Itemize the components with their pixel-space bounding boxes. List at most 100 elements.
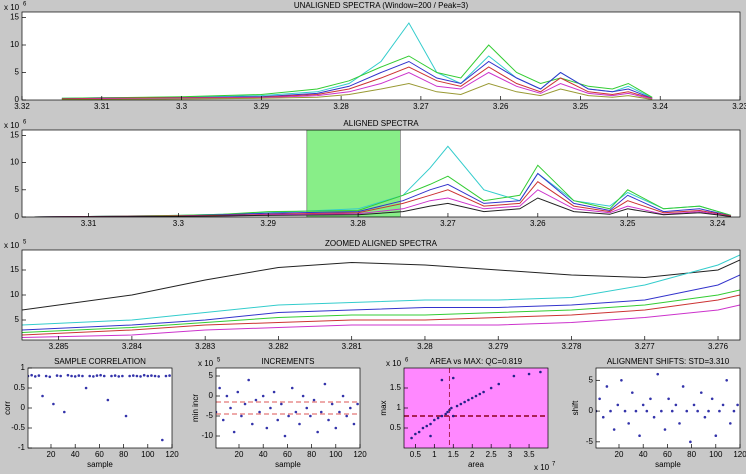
- x-tick-label: 3.276: [708, 342, 729, 351]
- point: [609, 409, 612, 413]
- point: [66, 373, 70, 377]
- axes-frame: [21, 129, 741, 218]
- point: [444, 412, 447, 416]
- point: [153, 374, 157, 378]
- x-tick-label: 60: [95, 450, 104, 459]
- point: [612, 428, 616, 431]
- x-tick-label: 2: [470, 450, 475, 459]
- point: [240, 414, 243, 418]
- point: [44, 374, 48, 378]
- point: [539, 370, 542, 374]
- x-tick-label: 3.284: [122, 342, 143, 351]
- y-exponent: 6: [23, 120, 27, 126]
- point: [124, 414, 128, 418]
- axes-frame: [595, 367, 741, 449]
- chart-title: ZOOMED ALIGNED SPECTRA: [325, 239, 438, 248]
- point: [254, 398, 258, 402]
- point: [721, 403, 725, 407]
- x-tick-label: 3: [508, 450, 513, 459]
- point: [616, 403, 620, 407]
- spectrum-line: [22, 304, 740, 338]
- point: [84, 386, 88, 390]
- point: [652, 415, 656, 419]
- x-tick-label: 3.282: [268, 342, 289, 351]
- axes-background: [216, 368, 360, 448]
- chart-title: ALIGNMENT SHIFTS: STD=3.310: [607, 357, 730, 366]
- point: [667, 397, 670, 401]
- point: [696, 409, 699, 413]
- x-tick-label: 3.5: [523, 450, 535, 459]
- x-tick-label: 3.24: [652, 102, 668, 111]
- point: [433, 418, 436, 422]
- point: [674, 403, 678, 407]
- axes-background: [28, 368, 172, 448]
- point: [707, 409, 710, 413]
- y-tick-label: 5: [15, 315, 20, 324]
- point: [478, 392, 482, 396]
- y-axis-label: corr: [3, 401, 12, 415]
- point: [33, 375, 37, 378]
- plot-area: [61, 22, 653, 100]
- point: [440, 378, 444, 382]
- point: [298, 422, 301, 426]
- x-tick-label: 3.29: [260, 219, 276, 228]
- x-axis-label: sample: [275, 460, 301, 469]
- point: [349, 406, 352, 410]
- point: [352, 422, 356, 426]
- point: [251, 422, 254, 426]
- point: [106, 398, 110, 402]
- point: [161, 438, 164, 442]
- y-tick-label: 15: [10, 131, 19, 140]
- x-tick-label: 40: [639, 450, 648, 459]
- point: [689, 440, 692, 444]
- point: [660, 409, 663, 413]
- spectrum-line: [22, 274, 740, 331]
- x-tick-label: 3.279: [488, 342, 509, 351]
- point: [92, 375, 95, 378]
- point: [81, 374, 84, 378]
- axes-background: [596, 368, 740, 448]
- x-tick-label: 40: [259, 450, 268, 459]
- chart-title: ALIGNED SPECTRA: [343, 119, 419, 128]
- point: [455, 404, 459, 408]
- x-tick-label: 3.29: [254, 102, 270, 111]
- point: [323, 382, 327, 386]
- point: [482, 390, 485, 394]
- point: [243, 402, 247, 406]
- point: [102, 374, 106, 378]
- point: [150, 374, 153, 377]
- point: [334, 426, 338, 430]
- point: [623, 409, 627, 413]
- y-tick-label: 1.5: [390, 383, 402, 392]
- y-tick-label: 0: [589, 406, 594, 415]
- point: [59, 374, 62, 378]
- axes-background: [22, 12, 740, 100]
- y-exponent: 6: [23, 2, 27, 8]
- point: [73, 375, 77, 378]
- point: [692, 403, 696, 407]
- point: [645, 409, 649, 413]
- x-tick-label: 100: [709, 450, 723, 459]
- point: [470, 396, 474, 400]
- x-axis-label: sample: [655, 460, 681, 469]
- point: [261, 394, 265, 398]
- x-tick-label: 60: [663, 450, 672, 459]
- x-tick-label: 120: [165, 450, 179, 459]
- point: [258, 410, 261, 414]
- point: [685, 409, 689, 413]
- axes-frame: [215, 367, 361, 449]
- point: [48, 375, 52, 379]
- point: [113, 374, 117, 377]
- point: [55, 374, 59, 377]
- plot-area: [34, 130, 732, 217]
- point: [30, 373, 33, 377]
- point: [269, 406, 272, 410]
- x-tick-label: 100: [141, 450, 155, 459]
- spectrum-line: [34, 181, 732, 217]
- point: [410, 436, 413, 440]
- x-tick-label: 3.3: [176, 102, 188, 111]
- point: [131, 374, 135, 377]
- y-exponent-base: x 10: [198, 359, 214, 368]
- point: [627, 422, 630, 425]
